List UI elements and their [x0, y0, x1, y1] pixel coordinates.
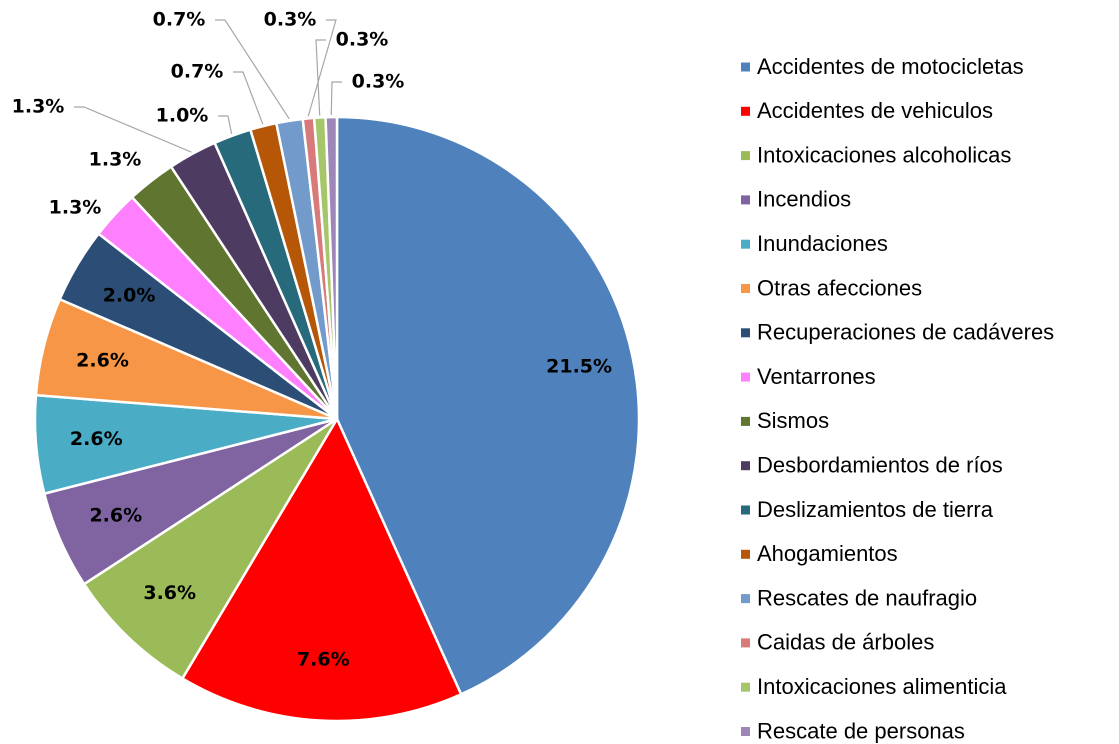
legend-swatch — [741, 594, 750, 604]
legend-swatch — [741, 461, 750, 471]
data-label: 0.7% — [171, 61, 224, 83]
legend-swatch — [741, 682, 750, 692]
legend-swatch — [741, 62, 750, 72]
leader-line — [74, 106, 192, 153]
legend-label: Desbordamientos de ríos — [757, 453, 1003, 478]
data-label: 2.6% — [89, 505, 142, 527]
legend-swatch — [741, 416, 750, 426]
legend-swatch — [741, 151, 750, 161]
legend-swatch — [741, 106, 750, 116]
legend-label: Caidas de árboles — [757, 630, 934, 655]
leader-line — [233, 71, 264, 125]
legend-label: Accidentes de vehiculos — [757, 98, 993, 123]
leader-line — [307, 19, 337, 117]
leader-line — [330, 81, 342, 116]
legend-label: Incendios — [757, 187, 851, 212]
legend-swatch — [741, 239, 750, 249]
legend-label: Otras afecciones — [757, 275, 922, 300]
data-label: 0.3% — [264, 9, 317, 31]
legend-label: Inundaciones — [757, 231, 888, 256]
data-label: 1.0% — [156, 105, 209, 127]
legend-swatch — [741, 328, 750, 338]
legend-swatch — [741, 505, 750, 515]
legend-swatch — [741, 638, 750, 648]
legend-swatch — [741, 195, 750, 205]
legend-label: Intoxicaciones alimenticia — [757, 674, 1007, 699]
legend-label: Sismos — [757, 408, 829, 433]
legend-label: Ahogamientos — [757, 541, 898, 566]
data-label: 2.6% — [70, 428, 123, 450]
legend-swatch — [741, 284, 750, 293]
legend-label: Accidentes de motocicletas — [757, 54, 1024, 79]
pie-slice — [335, 115, 641, 696]
legend-swatch — [741, 549, 750, 559]
leader-line — [315, 39, 326, 116]
data-label: 1.3% — [49, 197, 102, 219]
legend-label: Intoxicaciones alcoholicas — [757, 142, 1011, 167]
leader-line — [218, 115, 233, 134]
pie-slice — [180, 416, 463, 723]
data-label: 0.7% — [153, 9, 206, 31]
legend-label: Ventarrones — [757, 364, 876, 389]
pie-slice — [82, 417, 339, 681]
legend-swatch — [741, 727, 750, 736]
data-label: 21.5% — [546, 355, 612, 377]
data-label: 3.6% — [143, 582, 196, 604]
legend-swatch — [741, 372, 750, 382]
legend-label: Rescates de naufragio — [757, 585, 977, 610]
data-label: 7.6% — [297, 649, 350, 671]
data-label: 2.0% — [103, 285, 156, 307]
pie-slice — [324, 115, 339, 420]
data-label: 1.3% — [89, 149, 142, 171]
data-label: 0.3% — [352, 71, 405, 93]
legend-label: Recuperaciones de cadáveres — [757, 320, 1054, 345]
legend-label: Rescate de personas — [757, 718, 965, 743]
data-label: 0.3% — [336, 29, 389, 51]
data-label: 2.6% — [76, 349, 129, 371]
data-label: 1.3% — [12, 96, 65, 118]
leader-line — [215, 19, 290, 120]
legend-label: Deslizamientos de tierra — [757, 497, 994, 522]
